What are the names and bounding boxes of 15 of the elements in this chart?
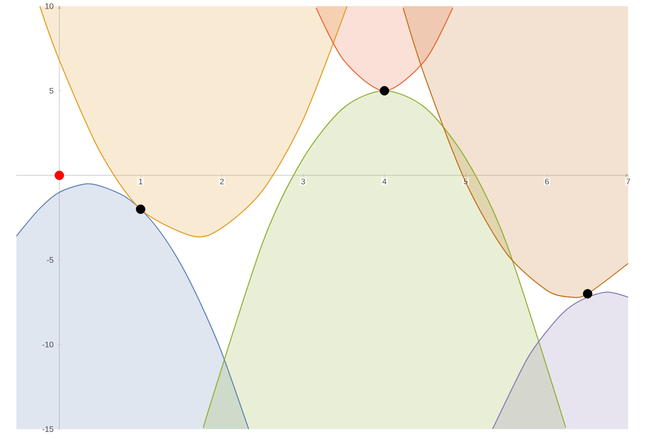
x-tick-label: 7 xyxy=(626,178,630,184)
point xyxy=(54,170,64,180)
y-tick-label: -15 xyxy=(42,426,54,432)
y-tick-label: 5 xyxy=(50,88,54,94)
x-tick-label: 3 xyxy=(301,178,306,184)
y-tick-label: -10 xyxy=(42,342,54,348)
point xyxy=(582,289,592,298)
x-tick-label: 1 xyxy=(138,178,142,184)
y-tick-label: -5 xyxy=(46,257,54,263)
point xyxy=(380,86,390,96)
point xyxy=(136,204,146,214)
x-tick-label: 2 xyxy=(220,178,224,184)
x-tick-label: 4 xyxy=(382,178,386,184)
x-tick-label: 6 xyxy=(545,178,549,184)
y-tick-label: 10 xyxy=(45,3,54,9)
